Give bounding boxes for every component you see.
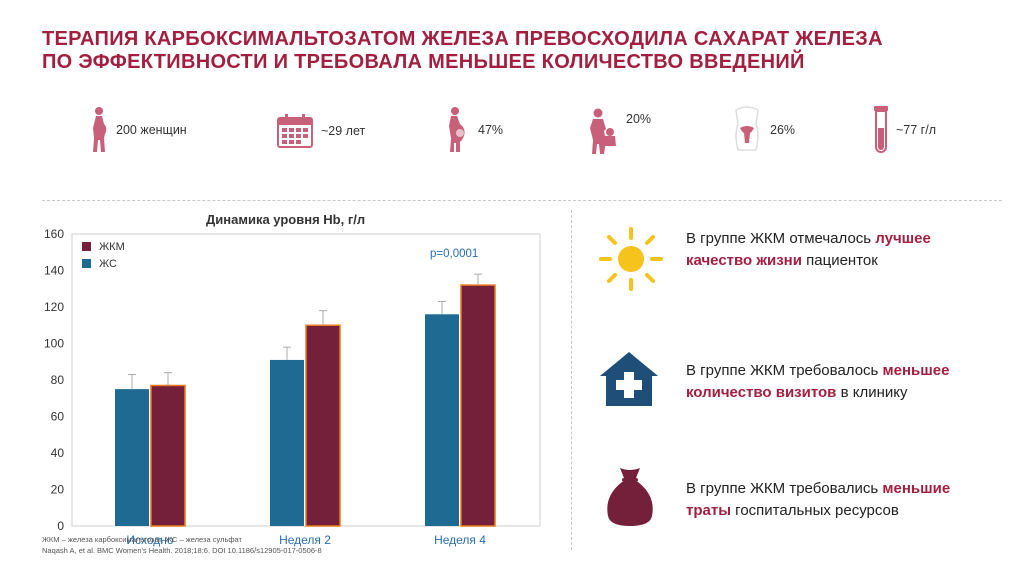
hb-chart: Динамика уровня Hb, г/л 0 20 40 60 80 100 120 1… xyxy=(0,200,560,574)
bar-zkm xyxy=(150,384,186,527)
stat-pregnancy: 47% xyxy=(446,106,503,154)
money-bag-icon xyxy=(607,468,653,526)
x-tick-label: Исходно xyxy=(126,533,174,547)
bar-zkm xyxy=(305,324,341,527)
y-tick-label: 120 xyxy=(44,300,64,314)
y-tick-label: 0 xyxy=(57,519,64,533)
title-line-1: ТЕРАПИЯ КАРБОКСИМАЛЬТОЗАТОМ ЖЕЛЕЗА ПРЕВО… xyxy=(42,28,883,50)
pregnant-woman-icon xyxy=(93,107,107,152)
x-tick-label: Неделя 2 xyxy=(279,533,331,547)
legend-swatch xyxy=(82,242,91,251)
benefit-text-post: пациенток xyxy=(801,252,878,269)
benefit-highlight: меньшее количество визитов xyxy=(686,362,950,401)
y-tick-label: 40 xyxy=(51,446,65,460)
divider-vertical xyxy=(571,210,572,550)
y-tick-label: 20 xyxy=(51,483,65,497)
y-tick-label: 100 xyxy=(44,337,64,351)
stat-label: ~29 лет xyxy=(321,124,366,138)
stat-test-tube: ~77 г/л xyxy=(874,106,936,154)
calendar-icon xyxy=(277,114,313,148)
chart-title: Динамика уровня Hb, г/л xyxy=(206,212,366,227)
benefit-text-pre: В группе ЖКМ требовалось xyxy=(686,362,883,379)
bar-zs xyxy=(115,389,149,526)
benefit-highlight: лучшее качество жизни xyxy=(686,230,931,269)
benefit-text-pre: В группе ЖКМ отмечалось xyxy=(686,230,876,247)
page-title: ТЕРАПИЯ КАРБОКСИМАЛЬТОЗАТОМ ЖЕЛЕЗА ПРЕВО… xyxy=(42,28,1002,74)
stat-women: 200 женщин xyxy=(90,106,187,154)
stat-label: 20% xyxy=(626,112,652,126)
bar-zs xyxy=(425,314,459,526)
chart-legend: ЖКМ ЖС xyxy=(82,238,125,272)
chart-svg: 0 20 40 60 80 100 120 140 160 Исходно Неделя 2 Неде… xyxy=(44,227,541,547)
x-tick-label: Неделя 4 xyxy=(434,533,486,547)
footnote-abbreviations: ЖКМ – железа карбоксимальтозат, ЖС – жел… xyxy=(42,535,242,544)
footnote-reference: Naqash A, et al. BMC Women's Health. 201… xyxy=(42,546,322,555)
legend-label: ЖС xyxy=(99,257,117,270)
benefit-quality-of-life: В группе ЖКМ отмечалось лучшее качество … xyxy=(598,226,998,296)
stat-label: 200 женщин xyxy=(116,123,187,137)
benefit-text-post: в клинику xyxy=(836,384,908,401)
title-line-2: ПО ЭФФЕКТИВНОСТИ И ТРЕБОВАЛА МЕНЬШЕЕ КОЛ… xyxy=(42,51,805,73)
y-tick-label: 60 xyxy=(51,410,65,424)
benefit-text: В группе ЖКМ отмечалось лучшее качество … xyxy=(686,228,986,272)
legend-label: ЖКМ xyxy=(99,240,125,253)
benefit-lower-costs: В группе ЖКМ требовались меньшие траты г… xyxy=(598,466,998,536)
benefit-highlight: меньшие траты xyxy=(686,480,951,519)
footnote: ЖКМ – железа карбоксимальтозат, ЖС – жел… xyxy=(42,534,322,556)
stats-row: 200 женщин ~29 лет 47% 20% xyxy=(0,100,1024,170)
mother-child-icon xyxy=(590,108,616,154)
bar-zs xyxy=(270,359,304,526)
legend-item-zs: ЖС xyxy=(82,255,125,272)
sun-icon xyxy=(599,227,663,291)
stat-label: 47% xyxy=(478,123,504,137)
benefit-text-pre: В группе ЖКМ требовались xyxy=(686,480,883,497)
p-value-annotation: p=0,0001 xyxy=(430,248,479,260)
benefit-text: В группе ЖКМ требовалось меньшее количес… xyxy=(686,360,986,404)
divider-horizontal xyxy=(42,200,1002,201)
uterus-icon xyxy=(735,106,759,151)
bar-zkm xyxy=(460,284,496,527)
stat-label: 26% xyxy=(770,123,796,137)
legend-swatch xyxy=(82,259,91,268)
benefit-text: В группе ЖКМ требовались меньшие траты г… xyxy=(686,478,986,522)
y-tick-label: 80 xyxy=(51,373,65,387)
y-tick-label: 140 xyxy=(44,264,64,278)
stat-uterus: 26% xyxy=(732,106,795,154)
pregnancy-icon xyxy=(449,107,465,152)
hospital-icon xyxy=(600,352,658,406)
benefit-fewer-visits: В группе ЖКМ требовалось меньшее количес… xyxy=(598,350,998,420)
legend-item-zkm: ЖКМ xyxy=(82,238,125,255)
stat-mother-child: 20% xyxy=(586,108,651,154)
benefit-text-post: госпитальных ресурсов xyxy=(731,502,899,519)
y-tick-label: 160 xyxy=(44,227,64,241)
stat-age: ~29 лет xyxy=(277,114,365,148)
test-tube-icon xyxy=(874,106,888,153)
stat-label: ~77 г/л xyxy=(896,123,937,137)
